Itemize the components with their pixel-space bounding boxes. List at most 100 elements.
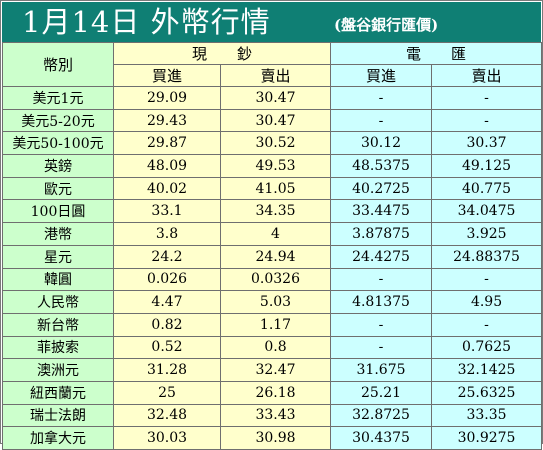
table-row: 菲披索 0.52 0.8-0.7625 <box>2 335 543 360</box>
wire-buy-cell: 25.21 <box>330 380 433 405</box>
wire-sell-cell: - <box>431 108 543 133</box>
wire-buy-cell: 31.675 <box>330 358 433 382</box>
wire-sell-cell: 0.7625 <box>431 335 543 360</box>
cash-sell-cell: 30.47 <box>219 86 332 110</box>
cash-sell-cell: 34.35 <box>219 199 332 224</box>
table-row: 港幣 3.8 4 3.87875 3.925 <box>2 222 543 246</box>
cash-buy-cell: 33.1 <box>113 199 221 224</box>
currency-cell: 新台幣 <box>2 312 114 337</box>
table-row: 英鎊 48.09 49.53 48.5375 49.125 <box>2 154 543 178</box>
table-row: 加拿大元 30.03 30.98 30.4375 30.9275 <box>2 426 543 450</box>
wire-buy-cell: - <box>330 312 433 337</box>
currency-cell: 紐西蘭元 <box>2 380 114 405</box>
wire-buy-cell: 30.4375 <box>330 426 433 450</box>
cash-buy-cell: 29.09 <box>113 86 221 110</box>
cash-sell-cell: 30.47 <box>219 108 332 133</box>
wire-sell-cell: - <box>431 267 543 292</box>
cash-sell-cell: 33.43 <box>219 403 332 428</box>
page-title: 1月14日 外幣行情 <box>22 5 271 39</box>
wire-buy-cell: - <box>330 108 433 133</box>
wire-sell-cell: 24.88375 <box>431 244 543 269</box>
rates-table: 幣別 現 鈔 電 匯 買進 賣出 買進 賣出 美元1元 29.09 30.47- - 美… <box>2 42 543 450</box>
wire-buy-cell: - <box>330 267 433 292</box>
cash-buy-cell: 24.2 <box>113 244 221 269</box>
wire-sell-header: 賣出 <box>431 64 543 87</box>
currency-cell: 澳洲元 <box>2 358 114 382</box>
wire-sell-cell: 33.35 <box>431 403 543 428</box>
table-row: 美元5-20元 29.43 30.47- - <box>2 108 543 133</box>
cash-buy-cell: 40.02 <box>113 176 221 201</box>
cash-sell-cell: 41.05 <box>219 176 332 201</box>
wire-sell-cell: 3.925 <box>431 222 543 246</box>
wire-buy-cell: - <box>330 86 433 110</box>
title-bar: 1月14日 外幣行情 (盤谷銀行匯價) <box>2 2 541 42</box>
cash-sell-cell: 0.0326 <box>219 267 332 292</box>
table-row: 瑞士法朗 32.48 33.43 32.8725 33.35 <box>2 403 543 428</box>
wire-buy-header: 買進 <box>330 64 433 87</box>
cash-sell-cell: 5.03 <box>219 290 332 314</box>
table-row: 韓圓 0.026 0.0326- - <box>2 267 543 292</box>
cash-sell-header: 賣出 <box>219 64 332 87</box>
header-row-groups: 幣別 現 鈔 電 匯 <box>2 42 543 87</box>
wire-sell-cell: 30.37 <box>431 131 543 156</box>
cash-sell-cell: 49.53 <box>219 154 332 178</box>
wire-buy-cell: 32.8725 <box>330 403 433 428</box>
table-row: 歐元 40.02 41.05 40.2725 40.775 <box>2 176 543 201</box>
cash-buy-cell: 4.47 <box>113 290 221 314</box>
rates-body: 美元1元 29.09 30.47- - 美元5-20元 29.43 30.47- - 美元50-… <box>2 86 543 450</box>
table-row: 新台幣 0.82 1.17- - <box>2 312 543 337</box>
cash-buy-cell: 0.82 <box>113 312 221 337</box>
currency-cell: 英鎊 <box>2 154 114 178</box>
cash-sell-cell: 1.17 <box>219 312 332 337</box>
cash-buy-cell: 48.09 <box>113 154 221 178</box>
currency-cell: 瑞士法朗 <box>2 403 114 428</box>
wire-sell-cell: 30.9275 <box>431 426 543 450</box>
wire-sell-cell: - <box>431 86 543 110</box>
currency-cell: 加拿大元 <box>2 426 114 450</box>
cash-sell-cell: 26.18 <box>219 380 332 405</box>
header-row-columns: 買進 賣出 買進 賣出 <box>3 64 543 87</box>
table-row: 美元1元 29.09 30.47- - <box>2 86 543 110</box>
table-row: 星元 24.2 24.94 24.4275 24.88375 <box>2 244 543 269</box>
currency-cell: 100日圓 <box>2 199 114 224</box>
wire-sell-cell: 34.0475 <box>431 199 543 224</box>
wire-sell-cell: - <box>431 312 543 337</box>
wire-buy-cell: - <box>330 335 433 360</box>
cash-buy-cell: 3.8 <box>113 222 221 246</box>
table-row: 美元50-100元 29.87 30.52 30.12 30.37 <box>2 131 543 156</box>
wire-sell-cell: 32.1425 <box>431 358 543 382</box>
currency-cell: 美元50-100元 <box>2 131 114 156</box>
cash-sell-cell: 30.98 <box>219 426 332 450</box>
currency-cell: 星元 <box>2 244 114 269</box>
currency-cell: 人民幣 <box>2 290 114 314</box>
table-row: 人民幣 4.47 5.03 4.81375 4.95 <box>2 290 543 314</box>
cash-buy-cell: 29.87 <box>113 131 221 156</box>
cash-buy-cell: 30.03 <box>113 426 221 450</box>
currency-cell: 菲披索 <box>2 335 114 360</box>
wire-sell-cell: 4.95 <box>431 290 543 314</box>
cash-sell-cell: 30.52 <box>219 131 332 156</box>
wire-sell-cell: 49.125 <box>431 154 543 178</box>
cash-buy-header: 買進 <box>113 64 221 87</box>
wire-sell-cell: 25.6325 <box>431 380 543 405</box>
cash-sell-cell: 24.94 <box>219 244 332 269</box>
cash-buy-cell: 0.52 <box>113 335 221 360</box>
cash-group-header: 現 鈔 <box>112 42 332 65</box>
table-row: 紐西蘭元 25 26.18 25.21 25.6325 <box>2 380 543 405</box>
source-note: (盤谷銀行匯價) <box>334 16 439 34</box>
wire-buy-cell: 24.4275 <box>330 244 433 269</box>
currency-cell: 美元5-20元 <box>2 108 114 133</box>
currency-column-header: 幣別 <box>2 42 114 87</box>
currency-cell: 韓圓 <box>2 267 114 292</box>
cash-buy-cell: 31.28 <box>113 358 221 382</box>
cash-buy-cell: 0.026 <box>113 267 221 292</box>
cash-buy-cell: 25 <box>113 380 221 405</box>
cash-sell-cell: 4 <box>219 222 332 246</box>
wire-buy-cell: 48.5375 <box>330 154 433 178</box>
currency-cell: 歐元 <box>2 176 114 201</box>
wire-buy-cell: 4.81375 <box>330 290 433 314</box>
table-row: 澳洲元 31.28 32.47 31.675 32.1425 <box>2 358 543 382</box>
cash-buy-cell: 29.43 <box>113 108 221 133</box>
cash-sell-cell: 0.8 <box>219 335 332 360</box>
wire-buy-cell: 3.87875 <box>330 222 433 246</box>
